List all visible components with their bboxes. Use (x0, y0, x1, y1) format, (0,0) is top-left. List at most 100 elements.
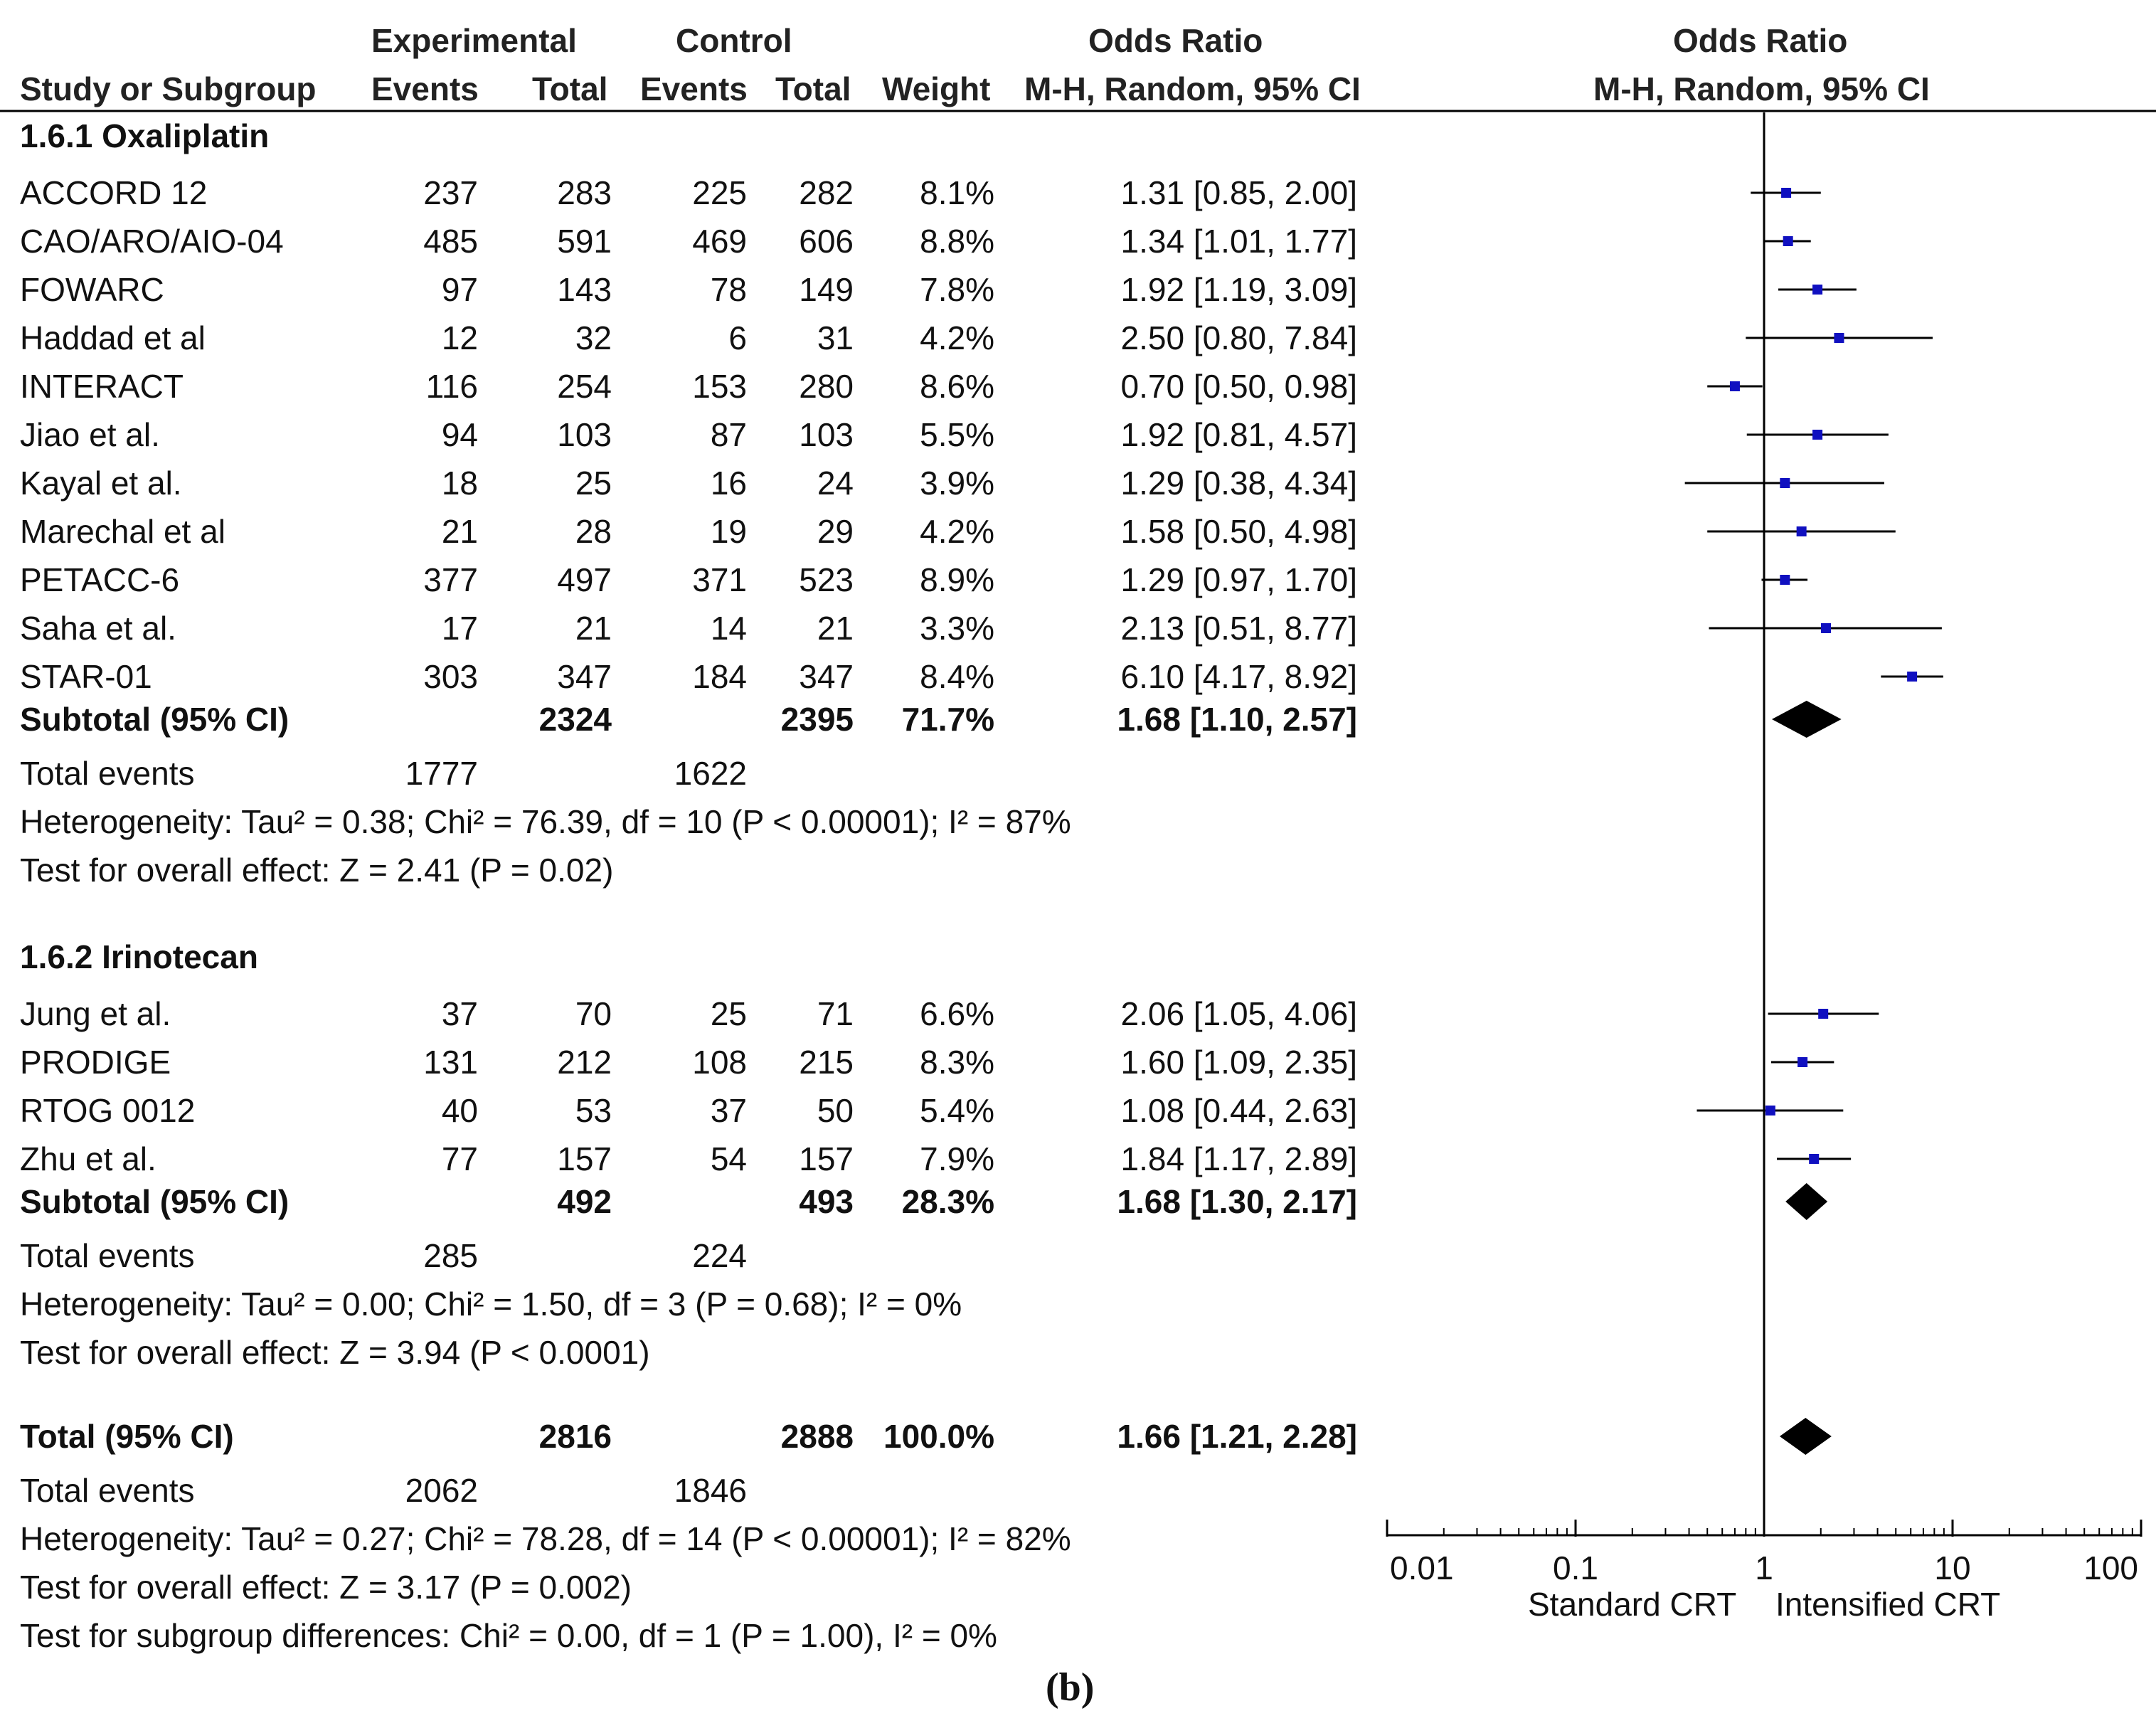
study-name: Marechal et al (20, 513, 225, 550)
point-estimate-marker (1834, 333, 1844, 343)
experimental-total: 497 (557, 561, 612, 598)
total-events-control: 1622 (674, 755, 747, 792)
weight-value: 8.6% (920, 368, 994, 405)
control-total: 280 (799, 368, 854, 405)
control-total: 149 (799, 271, 854, 308)
header-odds-ratio-right: Odds Ratio (1673, 22, 1848, 59)
weight-value: 7.9% (920, 1140, 994, 1177)
subtotal-experimental-total: 2324 (538, 701, 612, 738)
point-estimate-marker (1821, 623, 1832, 633)
subgroup-difference-text: Test for subgroup differences: Chi² = 0.… (20, 1617, 997, 1654)
study-name: Zhu et al. (20, 1140, 156, 1177)
overall-diamond (1779, 1418, 1832, 1455)
subgroup-title: 1.6.2 Irinotecan (20, 938, 258, 975)
study-name: Saha et al. (20, 610, 176, 647)
point-estimate-marker (1812, 430, 1823, 440)
x-axis-tick-label: 10 (1934, 1549, 1970, 1586)
experimental-events: 116 (425, 368, 478, 405)
header-e-events: Events (371, 70, 479, 107)
odds-ratio-ci: 1.08 [0.44, 2.63] (1120, 1092, 1358, 1129)
weight-value: 3.3% (920, 610, 994, 647)
total-events-label: Total events (20, 1237, 195, 1274)
odds-ratio-ci: 1.92 [1.19, 3.09] (1120, 271, 1358, 308)
experimental-events: 97 (441, 271, 478, 308)
experimental-total: 25 (575, 465, 612, 502)
total-events-experimental: 285 (423, 1237, 478, 1274)
control-events: 16 (710, 465, 747, 502)
experimental-total: 591 (557, 223, 612, 260)
heterogeneity-text: Heterogeneity: Tau² = 0.00; Chi² = 1.50,… (20, 1286, 962, 1323)
control-events: 371 (692, 561, 747, 598)
header-e-total: Total (532, 70, 608, 107)
experimental-events: 237 (423, 174, 478, 211)
experimental-events: 77 (441, 1140, 478, 1177)
total-events-experimental: 1777 (405, 755, 478, 792)
control-total: 523 (799, 561, 854, 598)
study-name: INTERACT (20, 368, 184, 405)
study-name: STAR-01 (20, 658, 152, 695)
experimental-events: 131 (423, 1044, 478, 1081)
experimental-total: 254 (557, 368, 612, 405)
experimental-events: 21 (441, 513, 478, 550)
study-name: PRODIGE (20, 1044, 171, 1081)
weight-value: 8.1% (920, 174, 994, 211)
experimental-events: 12 (441, 319, 478, 356)
control-events: 37 (710, 1092, 747, 1129)
weight-value: 4.2% (920, 319, 994, 356)
control-events: 184 (692, 658, 747, 695)
subtotal-diamond (1771, 701, 1842, 738)
total-experimental: 2816 (538, 1418, 612, 1455)
x-axis-tick-label: 0.01 (1390, 1549, 1454, 1586)
weight-value: 5.4% (920, 1092, 994, 1129)
heterogeneity-text: Heterogeneity: Tau² = 0.38; Chi² = 76.39… (20, 803, 1071, 840)
experimental-total: 157 (557, 1140, 612, 1177)
weight-value: 3.9% (920, 465, 994, 502)
odds-ratio-ci: 1.92 [0.81, 4.57] (1120, 416, 1358, 453)
subtotal-control-total: 493 (799, 1183, 854, 1220)
control-events: 78 (710, 271, 747, 308)
control-total: 29 (817, 513, 854, 550)
control-events: 108 (692, 1044, 747, 1081)
experimental-events: 377 (423, 561, 478, 598)
control-events: 6 (728, 319, 747, 356)
point-estimate-marker (1765, 1106, 1775, 1115)
point-estimate-marker (1780, 478, 1790, 488)
favours-intensified-label: Intensified CRT (1775, 1586, 2001, 1623)
x-axis-tick-label: 0.1 (1553, 1549, 1598, 1586)
weight-value: 8.3% (920, 1044, 994, 1081)
heterogeneity-text: Heterogeneity: Tau² = 0.27; Chi² = 78.28… (20, 1520, 1071, 1557)
header-method-right: M-H, Random, 95% CI (1593, 70, 1930, 107)
total-events-experimental: 2062 (405, 1472, 478, 1509)
header-weight: Weight (882, 70, 991, 107)
weight-value: 8.9% (920, 561, 994, 598)
weight-value: 4.2% (920, 513, 994, 550)
weight-value: 6.6% (920, 995, 994, 1032)
experimental-total: 21 (575, 610, 612, 647)
overall-effect-text: Test for overall effect: Z = 2.41 (P = 0… (20, 852, 614, 889)
weight-value: 7.8% (920, 271, 994, 308)
subtotal-label: Subtotal (95% CI) (20, 1183, 290, 1220)
total-ci: 1.66 [1.21, 2.28] (1117, 1418, 1357, 1455)
experimental-events: 17 (441, 610, 478, 647)
point-estimate-marker (1796, 526, 1807, 536)
odds-ratio-ci: 1.84 [1.17, 2.89] (1120, 1140, 1358, 1177)
total-control: 2888 (780, 1418, 854, 1455)
experimental-total: 212 (557, 1044, 612, 1081)
study-name: FOWARC (20, 271, 164, 308)
weight-value: 8.8% (920, 223, 994, 260)
point-estimate-marker (1797, 1057, 1808, 1067)
experimental-events: 303 (423, 658, 478, 695)
total-events-control: 224 (692, 1237, 747, 1274)
control-events: 225 (692, 174, 747, 211)
experimental-total: 70 (575, 995, 612, 1032)
header-control: Control (676, 22, 792, 59)
subtotal-control-total: 2395 (780, 701, 854, 738)
experimental-events: 37 (441, 995, 478, 1032)
point-estimate-marker (1809, 1154, 1820, 1164)
overall-effect-text: Test for overall effect: Z = 3.94 (P < 0… (20, 1334, 650, 1371)
odds-ratio-ci: 1.34 [1.01, 1.77] (1120, 223, 1358, 260)
experimental-total: 143 (557, 271, 612, 308)
point-estimate-marker (1729, 381, 1740, 391)
point-estimate-marker (1781, 188, 1792, 198)
header-c-events: Events (640, 70, 748, 107)
